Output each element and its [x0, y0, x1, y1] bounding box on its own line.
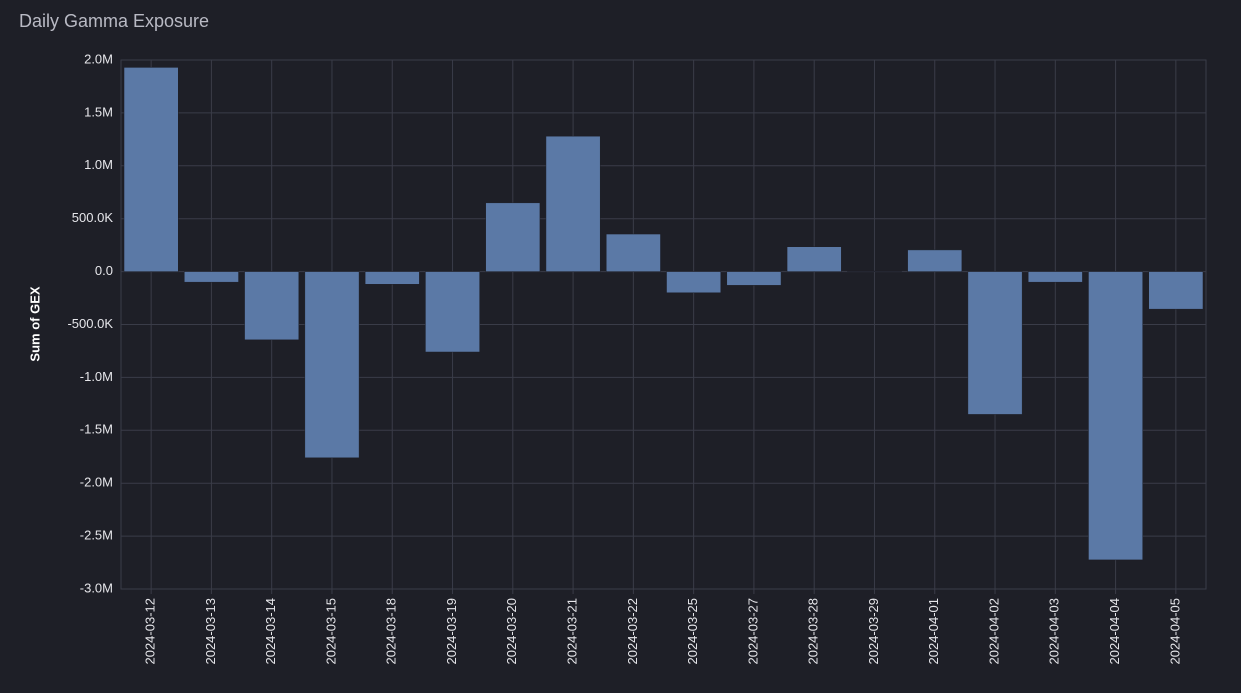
bar [726, 271, 782, 286]
y-tick-label: -2.5M [80, 528, 113, 543]
bar [244, 271, 300, 341]
x-tick-label: 2024-03-27 [745, 598, 760, 665]
bar [1027, 271, 1083, 283]
bar [847, 270, 902, 272]
y-tick-label: -1.5M [80, 422, 113, 437]
y-tick-label: -1.0M [80, 369, 113, 384]
y-tick-label: 2.0M [84, 51, 113, 66]
x-tick-label: 2024-03-29 [866, 598, 881, 665]
bar [605, 233, 661, 272]
x-tick-label: 2024-03-21 [565, 598, 580, 665]
x-tick-label: 2024-04-01 [926, 598, 941, 665]
x-tick-label: 2024-03-20 [504, 598, 519, 665]
y-tick-label: -500.0K [67, 316, 113, 331]
y-tick-label: -3.0M [80, 580, 113, 595]
x-tick-label: 2024-03-18 [384, 598, 399, 665]
x-tick-label: 2024-04-03 [1047, 598, 1062, 665]
bar [786, 246, 842, 272]
bar [304, 271, 360, 459]
x-tick-label: 2024-03-28 [806, 598, 821, 665]
bar [545, 135, 601, 272]
x-tick-label: 2024-04-05 [1167, 598, 1182, 665]
y-axis-label: Sum of GEX [27, 286, 42, 361]
bar [1148, 271, 1204, 310]
bar [123, 67, 179, 272]
x-tick-label: 2024-04-04 [1107, 598, 1122, 665]
y-tick-label: 500.0K [72, 210, 114, 225]
x-tick-label: 2024-03-19 [444, 598, 459, 665]
y-tick-label: 0.0 [95, 263, 113, 278]
x-tick-label: 2024-03-13 [203, 598, 218, 665]
x-tick-label: 2024-03-15 [323, 598, 338, 665]
x-tick-label: 2024-03-22 [625, 598, 640, 665]
x-tick-label: 2024-03-25 [685, 598, 700, 665]
x-tick-label: 2024-03-12 [143, 598, 158, 665]
bar [485, 202, 541, 272]
bar [666, 271, 722, 294]
y-tick-label: 1.5M [84, 104, 113, 119]
x-tick-label: 2024-03-14 [263, 598, 278, 665]
bar [967, 271, 1023, 415]
bar [1088, 271, 1143, 561]
bar [425, 271, 480, 353]
bar [907, 249, 963, 272]
x-tick-label: 2024-04-02 [986, 598, 1001, 665]
bar [364, 271, 420, 285]
y-tick-label: 1.0M [84, 157, 113, 172]
chart-title: Daily Gamma Exposure [19, 11, 209, 31]
y-tick-label: -2.0M [80, 475, 113, 490]
bar [184, 271, 239, 283]
